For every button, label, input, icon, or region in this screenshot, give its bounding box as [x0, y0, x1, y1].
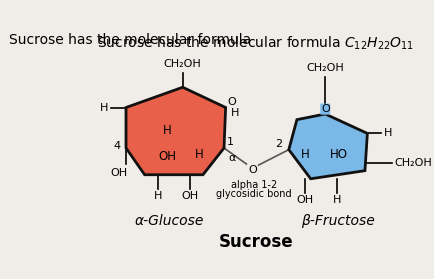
Text: H: H: [195, 148, 204, 161]
Text: H: H: [333, 195, 342, 205]
Polygon shape: [289, 114, 367, 179]
Text: HO: HO: [330, 148, 348, 161]
Text: Sucrose has the molecular formula $C_{12}H_{22}O_{11}$: Sucrose has the molecular formula $C_{12…: [97, 35, 414, 52]
Text: 1: 1: [227, 137, 233, 147]
Text: CH₂OH: CH₂OH: [306, 63, 344, 73]
Text: α-Glucose: α-Glucose: [134, 215, 204, 229]
Text: H: H: [100, 102, 108, 112]
Text: O: O: [227, 97, 236, 107]
Polygon shape: [126, 87, 226, 175]
Text: Sucrose has the molecular formula: Sucrose has the molecular formula: [9, 33, 256, 47]
Text: O: O: [248, 165, 257, 175]
Text: OH: OH: [110, 168, 127, 178]
Text: H: H: [384, 128, 392, 138]
Text: H: H: [301, 148, 309, 161]
Text: CH₂OH: CH₂OH: [394, 158, 432, 168]
Text: H: H: [163, 124, 172, 137]
Text: 2: 2: [275, 139, 283, 149]
Text: OH: OH: [181, 191, 199, 201]
Text: β-Fructose: β-Fructose: [300, 215, 374, 229]
Text: H: H: [153, 191, 162, 201]
Text: Sucrose: Sucrose: [218, 233, 293, 251]
Text: O: O: [321, 104, 330, 114]
Text: glycosidic bond: glycosidic bond: [216, 189, 292, 198]
Text: 4: 4: [113, 141, 120, 151]
Text: alpha 1-2: alpha 1-2: [231, 181, 277, 190]
Text: α: α: [228, 153, 235, 163]
Text: CH₂OH: CH₂OH: [164, 59, 201, 69]
Text: OH: OH: [158, 150, 176, 163]
Text: OH: OH: [296, 195, 314, 205]
Text: H: H: [231, 108, 240, 118]
